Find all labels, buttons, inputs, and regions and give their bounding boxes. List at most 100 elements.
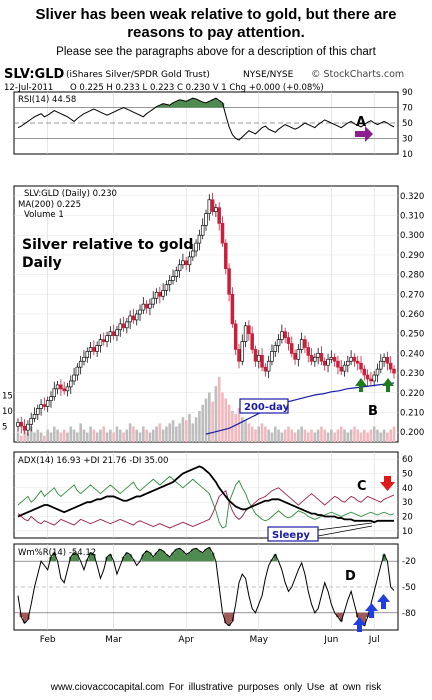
- volume-bar: [237, 407, 241, 442]
- volume-bar: [128, 423, 132, 442]
- volume-bar: [207, 392, 211, 442]
- volume-bar: [165, 426, 168, 442]
- candle-body: [59, 384, 63, 390]
- volume-bar: [356, 429, 360, 442]
- sleepy-pointer-1: [317, 522, 373, 531]
- volume-bar: [105, 432, 109, 442]
- candle-body: [224, 242, 228, 270]
- rsi-tick-label: 30: [402, 135, 413, 145]
- candle-body: [128, 315, 132, 323]
- candle-body: [82, 356, 86, 362]
- price-tick-label: 0.290: [400, 251, 424, 261]
- candle-body: [131, 315, 136, 321]
- candle-body: [184, 260, 188, 266]
- blue-arrow-icon: [377, 594, 390, 609]
- candle-body: [75, 366, 80, 376]
- candle-body: [273, 345, 278, 352]
- price-legend: SLV:GLD (Daily) 0.230: [24, 189, 117, 199]
- volume-tick-label: 5: [2, 423, 7, 433]
- callout-sleepy: Sleepy: [267, 522, 373, 542]
- candle-body: [352, 356, 357, 362]
- volume-bar: [132, 426, 135, 442]
- candle-body: [385, 356, 390, 364]
- volume-bar: [260, 423, 264, 442]
- month-tick-label: May: [249, 635, 268, 645]
- candle-body: [55, 384, 60, 390]
- candle-body: [339, 366, 343, 372]
- volume-bar: [389, 429, 393, 442]
- candle-body: [134, 313, 139, 321]
- candle-body: [359, 362, 363, 370]
- candle-body: [253, 349, 258, 362]
- annotation-d: D: [345, 569, 356, 584]
- candle-body: [332, 356, 337, 362]
- candle-body: [240, 341, 245, 362]
- volume-bar: [29, 426, 33, 442]
- candle-body: [92, 347, 96, 352]
- candle-body: [210, 199, 215, 212]
- volume-bar: [178, 423, 181, 442]
- wmr-tick-label: -20: [402, 557, 416, 567]
- volume-bar: [36, 429, 40, 442]
- candle-body: [72, 374, 76, 382]
- volume-bar: [89, 426, 92, 442]
- candle-body: [346, 360, 350, 366]
- adx-tick-label: 50: [402, 470, 413, 480]
- footer-disclaimer: www.ciovaccocapital.com For illustrative…: [50, 682, 382, 693]
- volume-bar: [382, 429, 386, 442]
- candle-body: [270, 351, 274, 362]
- candle-body: [191, 250, 195, 258]
- volume-bar: [66, 432, 69, 442]
- candle-body: [372, 374, 376, 382]
- volume-bar: [175, 426, 178, 442]
- volume-bar: [148, 432, 152, 442]
- candle-body: [227, 268, 231, 295]
- price-tick-label: 0.270: [400, 290, 424, 300]
- chart-title: Sliver has been weak relative to gold, b…: [0, 6, 432, 42]
- candle-body: [260, 355, 264, 368]
- price-tick-label: 0.230: [400, 369, 424, 379]
- ma-legend: MA(200) 0.225: [18, 200, 81, 210]
- volume-bar: [112, 432, 115, 442]
- candle-body: [151, 297, 155, 305]
- volume-bar: [359, 432, 363, 442]
- volume-bar: [293, 432, 297, 442]
- candle-body: [108, 331, 113, 337]
- candle-body: [217, 207, 221, 224]
- candle-body: [266, 360, 271, 372]
- volume-bar: [330, 429, 333, 442]
- volume-bar: [125, 429, 129, 442]
- candle-body: [342, 364, 347, 372]
- candle-body: [362, 368, 367, 376]
- candle-body: [309, 355, 314, 362]
- candle-body: [379, 360, 383, 370]
- volume-bar: [99, 429, 102, 442]
- adx-tick-label: 40: [402, 484, 413, 494]
- candle-body: [250, 333, 254, 350]
- candle-body: [105, 335, 109, 342]
- volume-bar: [85, 432, 89, 442]
- candle-body: [16, 421, 20, 427]
- candle-body: [329, 356, 334, 360]
- candle-body: [247, 325, 251, 335]
- volume-bar: [82, 429, 86, 442]
- volume-bar: [372, 426, 376, 442]
- candle-body: [118, 323, 122, 331]
- candle-body: [187, 256, 192, 266]
- rsi-tick-label: 50: [402, 119, 413, 129]
- candle-body: [154, 291, 159, 299]
- candle-body: [181, 260, 185, 266]
- volume-bar: [247, 423, 251, 442]
- candle-body: [382, 356, 386, 362]
- volume-bar: [379, 432, 383, 442]
- candle-body: [98, 339, 103, 346]
- annotation-line-2: Daily: [22, 255, 62, 271]
- candle-body: [158, 291, 162, 297]
- candle-body: [138, 309, 142, 315]
- volume-bar: [194, 417, 198, 442]
- candle-body: [375, 368, 380, 376]
- candle-body: [42, 404, 47, 407]
- volume-bar: [336, 429, 340, 442]
- volume-bar: [168, 423, 172, 442]
- price-tick-label: 0.220: [400, 389, 424, 399]
